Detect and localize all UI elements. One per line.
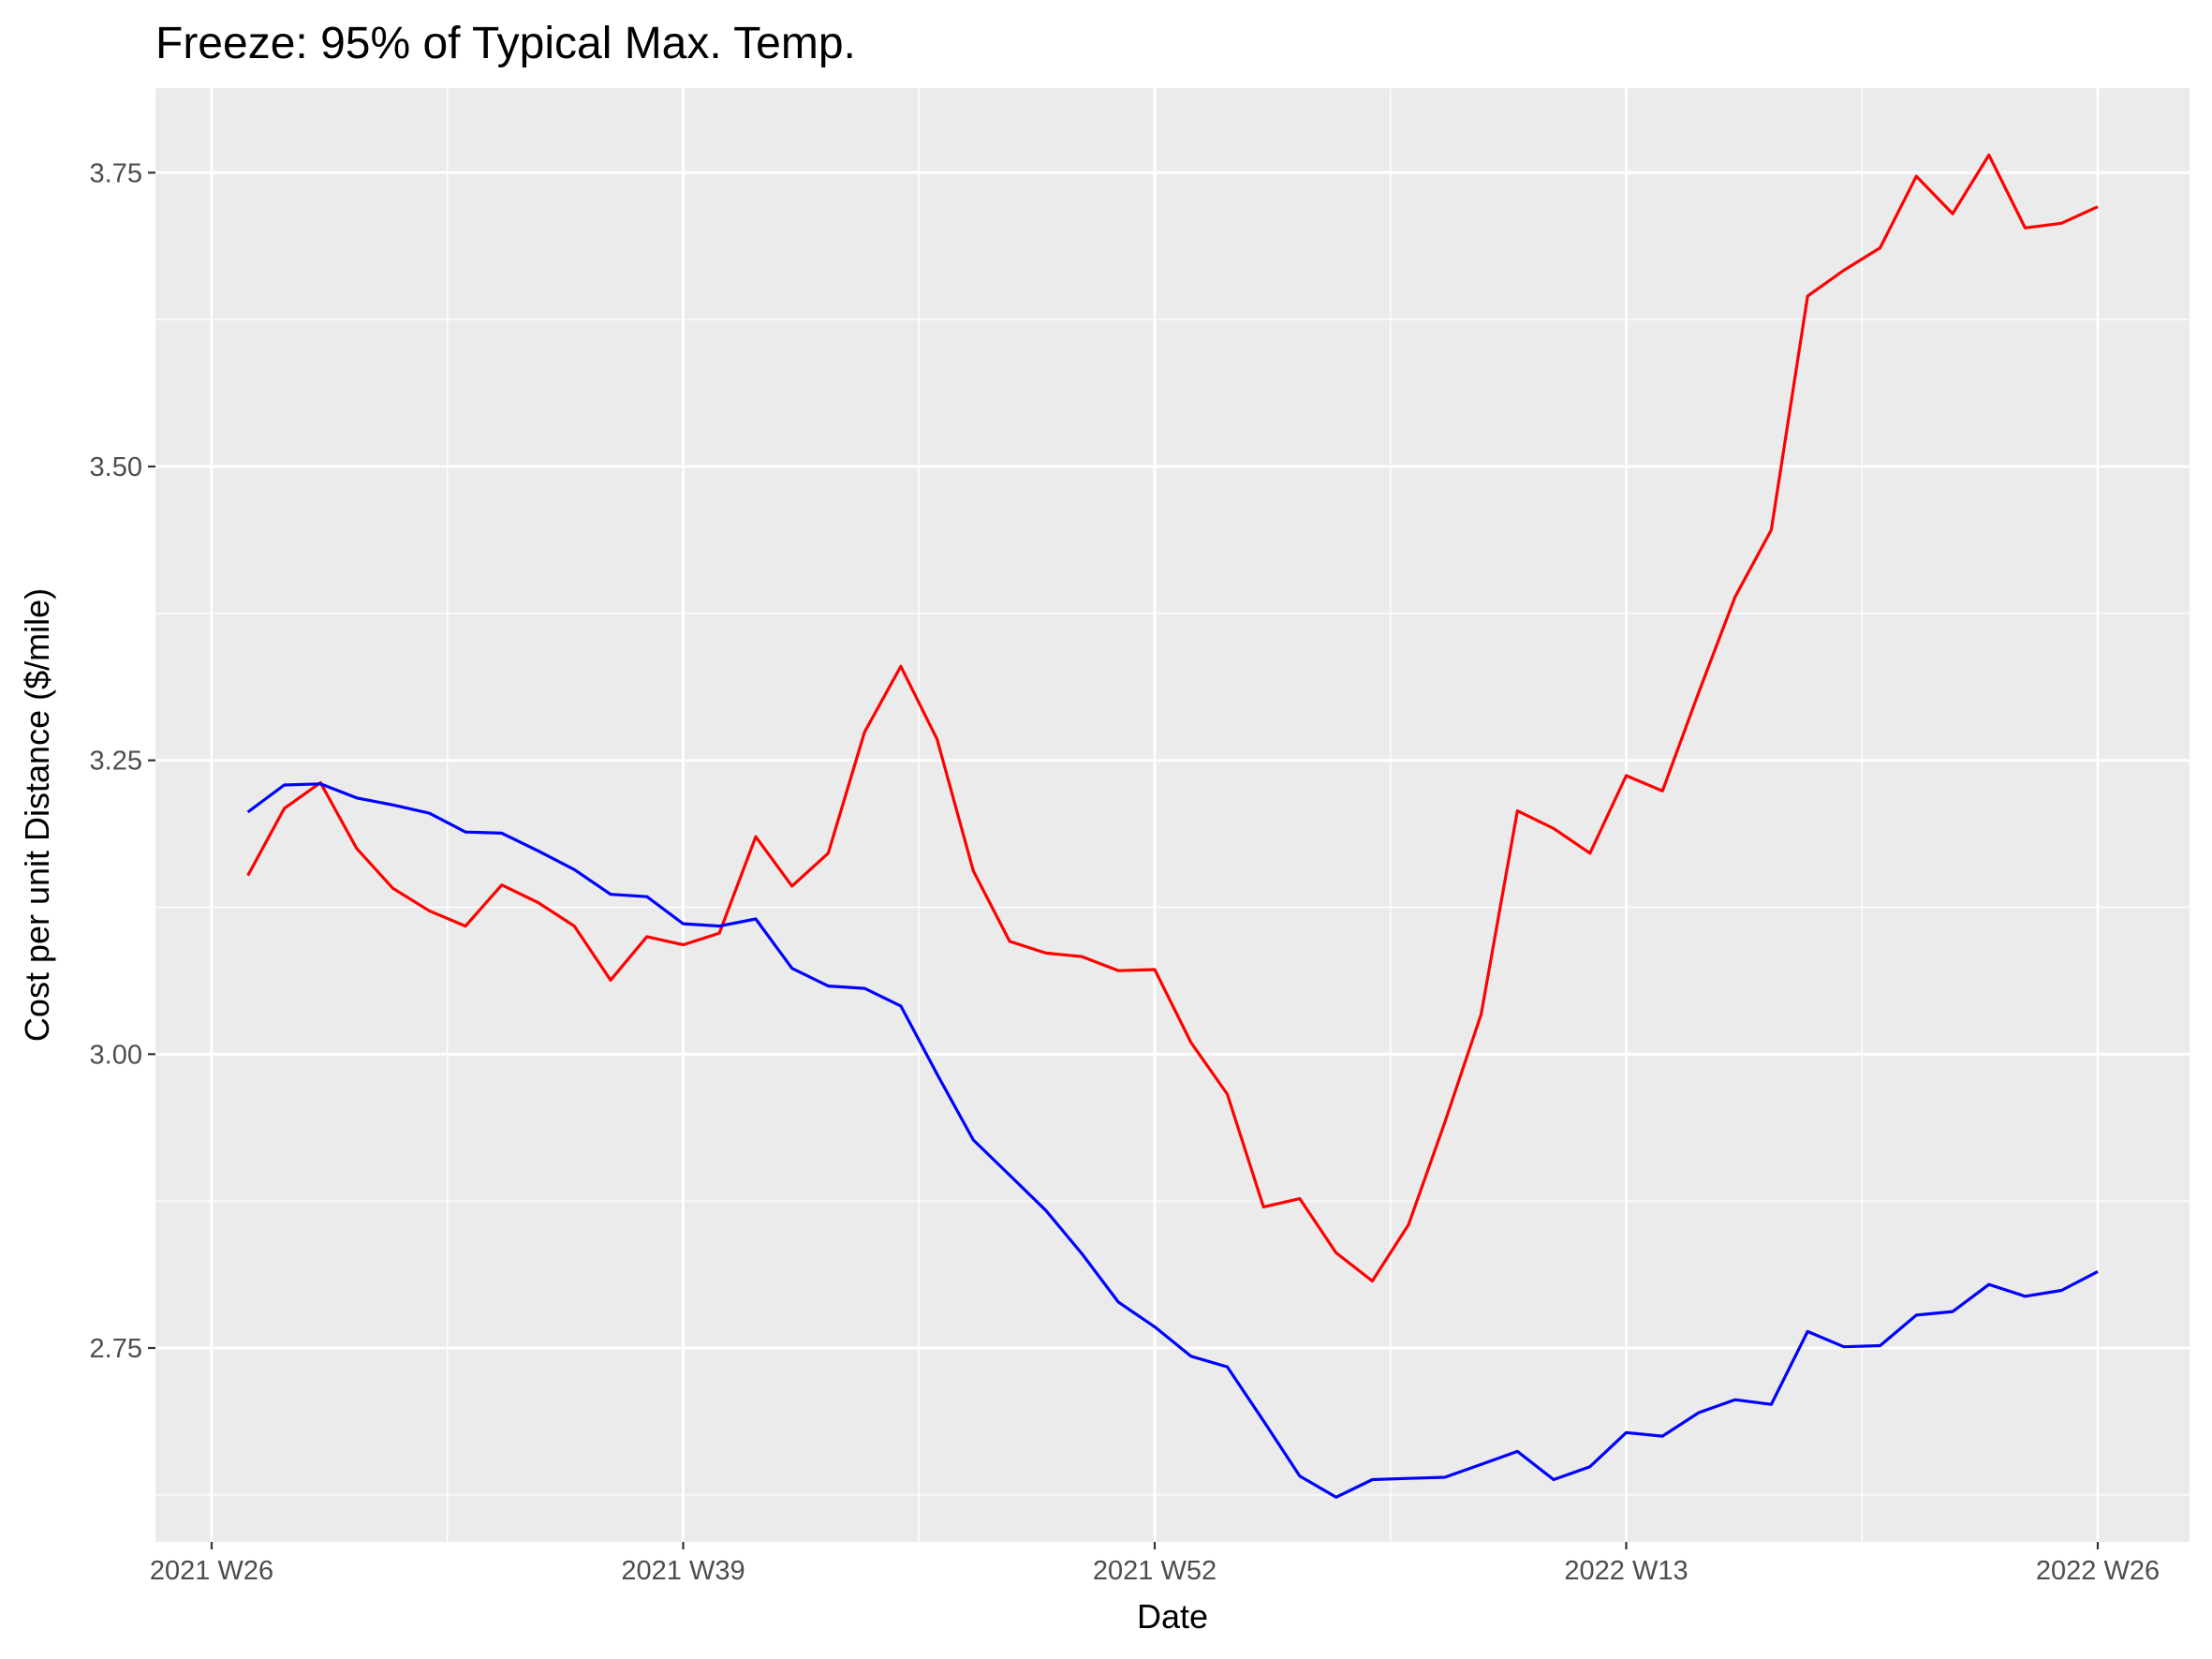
x-tick-label: 2021 W52 bbox=[1093, 1556, 1217, 1586]
x-tick-label: 2021 W26 bbox=[150, 1556, 273, 1586]
x-tick-label: 2022 W13 bbox=[1564, 1556, 1688, 1586]
series-line-1 bbox=[246, 153, 2099, 1283]
x-axis-title: Date bbox=[1137, 1597, 1208, 1636]
y-tick-label: 3.25 bbox=[90, 747, 142, 777]
plot-panel bbox=[155, 88, 2190, 1542]
series-line-2 bbox=[246, 782, 2099, 1499]
y-tick-label: 3.50 bbox=[90, 452, 142, 482]
x-axis: 2021 W26 2021 W39 2021 W52 2022 W13 2022 W26 bbox=[150, 1542, 2160, 1586]
y-tick-label: 3.75 bbox=[90, 158, 142, 188]
y-tick-label: 2.75 bbox=[90, 1334, 142, 1364]
minor-gridlines bbox=[155, 88, 2190, 1542]
major-gridlines bbox=[155, 88, 2190, 1542]
series-lines bbox=[246, 153, 2099, 1499]
y-axis: 2.75 3.00 3.25 3.50 3.75 bbox=[90, 158, 155, 1364]
y-tick-label: 3.00 bbox=[90, 1040, 142, 1070]
chart-title: Freeze: 95% of Typical Max. Temp. bbox=[155, 19, 856, 68]
x-tick-label: 2022 W26 bbox=[2036, 1556, 2160, 1586]
y-axis-title: Cost per unit Distance ($/mile) bbox=[18, 588, 56, 1042]
x-tick-label: 2021 W39 bbox=[621, 1556, 745, 1586]
